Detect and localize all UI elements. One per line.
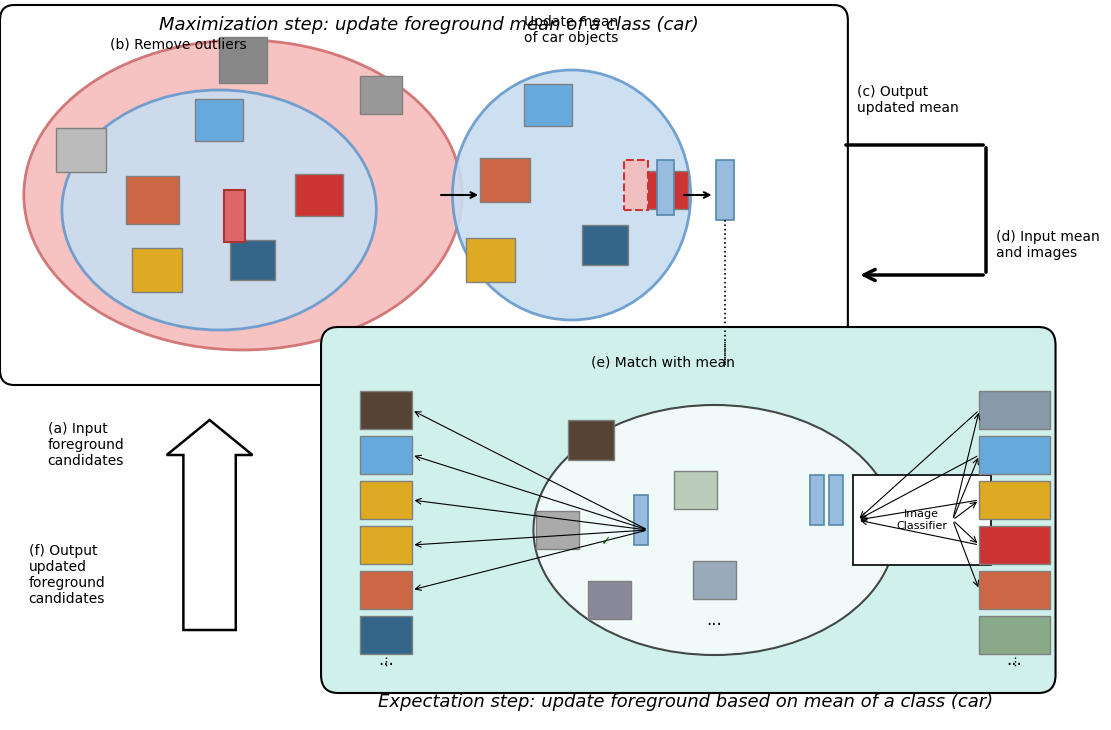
Bar [624, 160, 648, 210]
Ellipse shape [62, 90, 377, 330]
FancyBboxPatch shape [524, 84, 571, 126]
FancyBboxPatch shape [693, 561, 735, 599]
FancyBboxPatch shape [979, 436, 1050, 474]
FancyArrow shape [167, 420, 252, 630]
FancyBboxPatch shape [979, 481, 1050, 519]
Text: (d) Input mean
and images: (d) Input mean and images [995, 230, 1099, 260]
FancyBboxPatch shape [360, 481, 412, 519]
Bar [633, 495, 648, 545]
Ellipse shape [452, 70, 691, 320]
Ellipse shape [23, 40, 462, 350]
FancyBboxPatch shape [360, 76, 402, 114]
FancyBboxPatch shape [360, 391, 412, 429]
Text: (e) Match with mean: (e) Match with mean [591, 355, 734, 369]
FancyBboxPatch shape [296, 174, 343, 216]
Text: ...: ... [378, 651, 393, 669]
FancyBboxPatch shape [852, 475, 991, 565]
FancyBboxPatch shape [230, 240, 276, 280]
Bar [810, 475, 824, 525]
FancyBboxPatch shape [360, 526, 412, 564]
FancyBboxPatch shape [582, 225, 628, 265]
FancyBboxPatch shape [466, 238, 516, 282]
Text: (a) Input
foreground
candidates: (a) Input foreground candidates [48, 422, 124, 468]
Text: ✓: ✓ [600, 536, 610, 548]
Bar [829, 475, 843, 525]
Ellipse shape [533, 405, 895, 655]
FancyBboxPatch shape [979, 571, 1050, 609]
FancyBboxPatch shape [360, 436, 412, 474]
FancyBboxPatch shape [645, 171, 689, 209]
Text: ...: ... [707, 611, 722, 629]
FancyBboxPatch shape [57, 128, 106, 172]
Text: Maximization step: update foreground mean of a class (car): Maximization step: update foreground mea… [159, 16, 699, 34]
Text: (c) Output
updated mean: (c) Output updated mean [858, 85, 959, 115]
FancyBboxPatch shape [196, 99, 243, 141]
FancyBboxPatch shape [127, 176, 179, 224]
Text: (f) Output
updated
foreground
candidates: (f) Output updated foreground candidates [29, 544, 106, 607]
FancyBboxPatch shape [132, 248, 182, 292]
Bar [658, 160, 674, 215]
FancyBboxPatch shape [219, 37, 267, 82]
FancyBboxPatch shape [979, 391, 1050, 429]
Text: Image
Classifier: Image Classifier [897, 510, 948, 531]
FancyBboxPatch shape [979, 526, 1050, 564]
FancyBboxPatch shape [0, 5, 848, 385]
FancyBboxPatch shape [979, 616, 1050, 654]
Bar [224, 190, 244, 242]
FancyBboxPatch shape [536, 511, 579, 549]
Bar [717, 160, 733, 220]
FancyBboxPatch shape [321, 327, 1055, 693]
FancyBboxPatch shape [480, 158, 530, 202]
Text: Update mean
of car objects: Update mean of car objects [524, 15, 619, 45]
Text: Expectation step: update foreground based on mean of a class (car): Expectation step: update foreground base… [379, 693, 993, 711]
FancyBboxPatch shape [674, 471, 717, 509]
FancyBboxPatch shape [568, 420, 613, 460]
Text: (b) Remove outliers: (b) Remove outliers [110, 38, 247, 52]
FancyBboxPatch shape [588, 581, 631, 619]
FancyBboxPatch shape [360, 571, 412, 609]
Text: ...: ... [1007, 651, 1022, 669]
FancyBboxPatch shape [360, 616, 412, 654]
